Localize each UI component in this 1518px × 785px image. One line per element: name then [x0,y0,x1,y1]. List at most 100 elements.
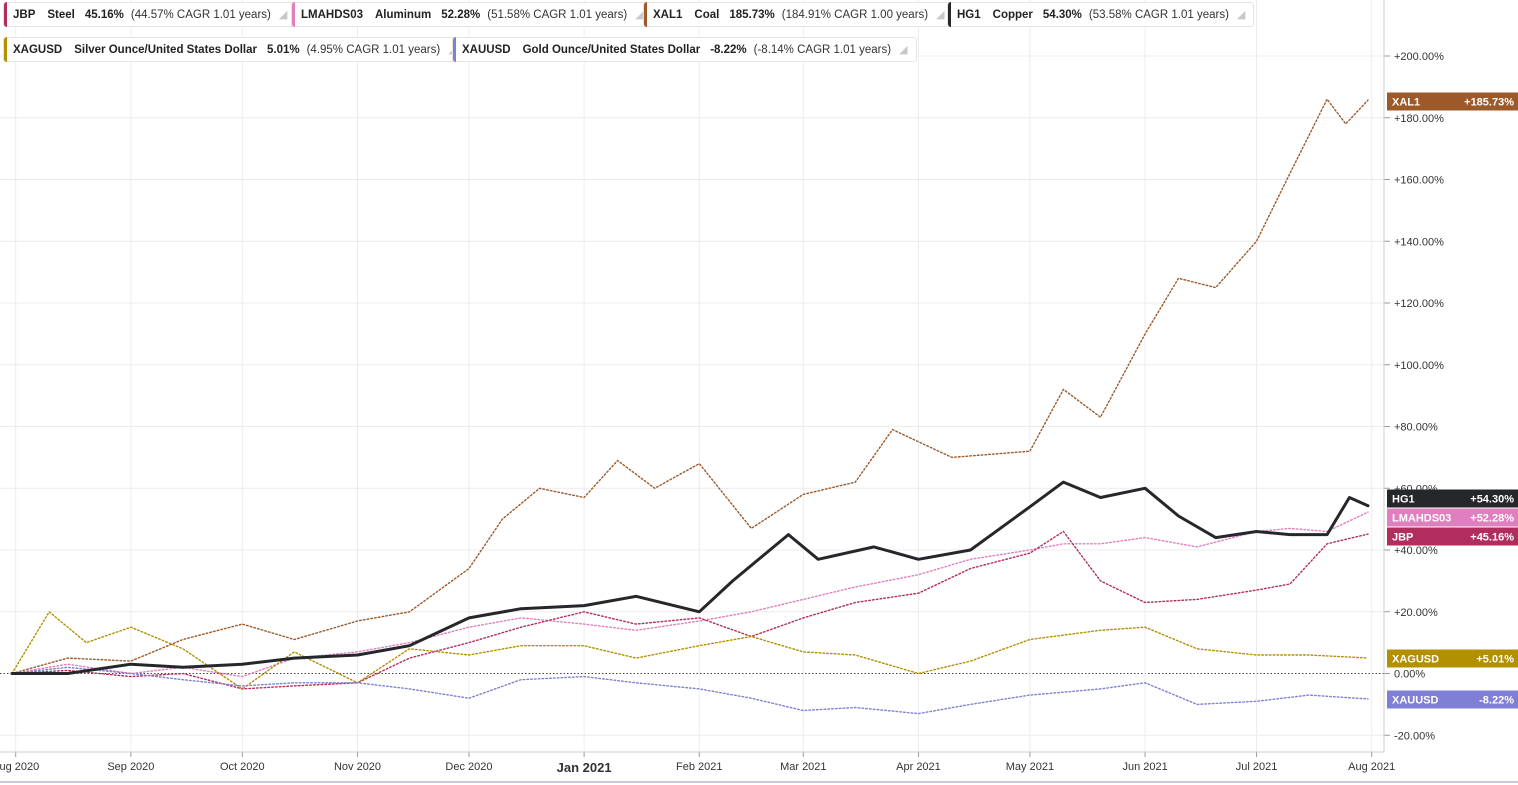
legend-symbol: XAL1 [653,8,683,21]
legend-symbol: HG1 [957,8,981,21]
price-tag-bg [1387,690,1518,709]
bell-icon[interactable]: ◢ [1236,9,1246,21]
legend-name: Aluminum [374,8,432,21]
price-tag-jbp: JBP +45.16% [1387,527,1518,546]
price-tag-xagusd: XAGUSD +5.01% [1387,649,1518,668]
y-tick-label: +200.00% [1394,51,1444,63]
x-axis: Aug 2020 Sep 2020 Oct 2020 Nov 2020 Dec 2020… [0,751,1518,783]
x-tick-label: Oct 2020 [220,761,265,773]
legend-cagr: (184.91% CAGR 1.00 years) [781,8,929,21]
y-tick-label: +180.00% [1394,113,1444,125]
legend-swatch [948,2,951,27]
y-axis: -20.00%0.00%+20.00%+40.00%+60.00%+80.00%… [1383,0,1444,752]
price-tag-bg [1387,508,1518,527]
price-tag-value: -8.22% [1479,695,1514,707]
series-line-xal1 [11,98,1369,675]
legend-item-hg1[interactable]: HG1 Copper 54.30% (53.58% CAGR 1.01 years) ◢ [947,2,1255,27]
x-tick-label: Aug 2020 [0,761,39,773]
x-tick-label: Jan 2021 [557,760,612,775]
x-tick-label: Mar 2021 [780,761,826,773]
price-tag-xauusd: XAUUSD -8.22% [1387,690,1518,709]
price-tag-xal1: XAL1 +185.73% [1387,92,1518,111]
series-line-hg1 [10,480,1370,675]
legend-change: 45.16% [84,8,124,21]
price-tag-value: +5.01% [1476,654,1514,666]
x-tick-label: Jul 2021 [1236,761,1278,773]
x-tick-label: May 2021 [1006,761,1054,773]
price-tag-value: +54.30% [1470,494,1514,506]
bell-icon[interactable]: ◢ [635,9,644,21]
series-line-xagusd [11,611,1369,690]
legend-swatch [292,2,295,27]
price-tag-symbol: XAGUSD [1392,654,1439,666]
y-tick-label: +100.00% [1394,360,1444,372]
price-tag-hg1: HG1 +54.30% [1387,489,1518,508]
price-tag-symbol: XAUUSD [1392,695,1439,707]
x-tick-label: Jun 2021 [1122,761,1167,773]
bell-icon[interactable]: ◢ [899,44,908,56]
series-line-xauusd [11,666,1369,715]
grid [0,0,1384,752]
x-tick-label: Dec 2020 [445,761,492,773]
bell-icon[interactable]: ◢ [936,9,945,21]
legend-change: 52.28% [441,8,481,21]
price-tag-value: +45.16% [1470,532,1514,544]
series-lines [10,98,1370,715]
price-tag-bg [1387,92,1518,111]
legend-change: 5.01% [266,43,300,56]
y-tick-label: 0.00% [1394,669,1425,681]
legend-item-xal1[interactable]: XAL1 Coal 185.73% (184.91% CAGR 1.00 years)… [643,2,954,27]
legend-item-xagusd[interactable]: XAGUSD Silver Ounce/United States Dollar 5… [3,37,466,62]
price-tag-value: +185.73% [1464,97,1514,109]
legend-symbol: LMAHDS03 [301,8,363,21]
legend-swatch [453,37,456,62]
legend-swatch [4,37,7,62]
legend-item-xauusd[interactable]: XAUUSD Gold Ounce/United States Dollar -8.… [452,37,917,62]
price-tag-symbol: HG1 [1392,494,1415,506]
y-tick-label: +120.00% [1394,298,1444,310]
y-tick-label: +140.00% [1394,236,1444,248]
legend-change: 185.73% [729,8,775,21]
price-tags: JBP +45.16% LMAHDS03 +52.28% XAL1 +185.73% HG1… [1387,92,1518,709]
legend-cagr: (44.57% CAGR 1.01 years) [130,8,271,21]
x-tick-label: Sep 2020 [107,761,154,773]
series-line-lmahds03 [11,511,1369,678]
y-tick-label: +20.00% [1394,607,1438,619]
x-tick-label: Aug 2021 [1348,761,1395,773]
price-tag-value: +52.28% [1470,513,1514,525]
y-tick-label: -20.00% [1394,730,1435,742]
legend-cagr: (51.58% CAGR 1.01 years) [487,8,628,21]
price-tag-symbol: JBP [1392,532,1413,544]
x-tick-label: Feb 2021 [676,761,722,773]
legend-name: Silver Ounce/United States Dollar [74,43,257,56]
price-tag-bg [1387,649,1518,668]
legend-name: Coal [694,8,720,21]
legend-swatch [4,2,7,27]
legend-symbol: JBP [13,8,36,21]
legend-name: Steel [47,8,75,21]
legend-item-jbp[interactable]: JBP Steel 45.16% (44.57% CAGR 1.01 years) ◢ [3,2,297,27]
legend-symbol: XAUUSD [462,43,511,56]
legend-change: 54.30% [1042,8,1082,21]
legend-name: Gold Ounce/United States Dollar [522,43,701,56]
price-tag-bg [1387,489,1518,508]
legend-symbol: XAGUSD [13,43,63,56]
legend-item-lmahds03[interactable]: LMAHDS03 Aluminum 52.28% (51.58% CAGR 1.01 … [291,2,653,27]
price-tag-symbol: LMAHDS03 [1392,513,1451,525]
price-tag-lmahds03: LMAHDS03 +52.28% [1387,508,1518,527]
y-tick-label: +160.00% [1394,175,1444,187]
y-tick-label: +40.00% [1394,545,1438,557]
price-tag-symbol: XAL1 [1392,97,1420,109]
price-tag-bg [1387,527,1518,546]
x-tick-label: Nov 2020 [334,761,381,773]
bell-icon[interactable]: ◢ [278,9,288,21]
legend-change: -8.22% [710,43,747,56]
series-line-jbp [11,530,1369,690]
legend-swatch [644,2,647,27]
y-tick-label: +80.00% [1394,422,1438,434]
legend-cagr: (-8.14% CAGR 1.01 years) [753,43,892,56]
legend-name: Copper [992,8,1033,21]
legend-cagr: (4.95% CAGR 1.01 years) [306,43,441,56]
legend-cagr: (53.58% CAGR 1.01 years) [1088,8,1229,21]
